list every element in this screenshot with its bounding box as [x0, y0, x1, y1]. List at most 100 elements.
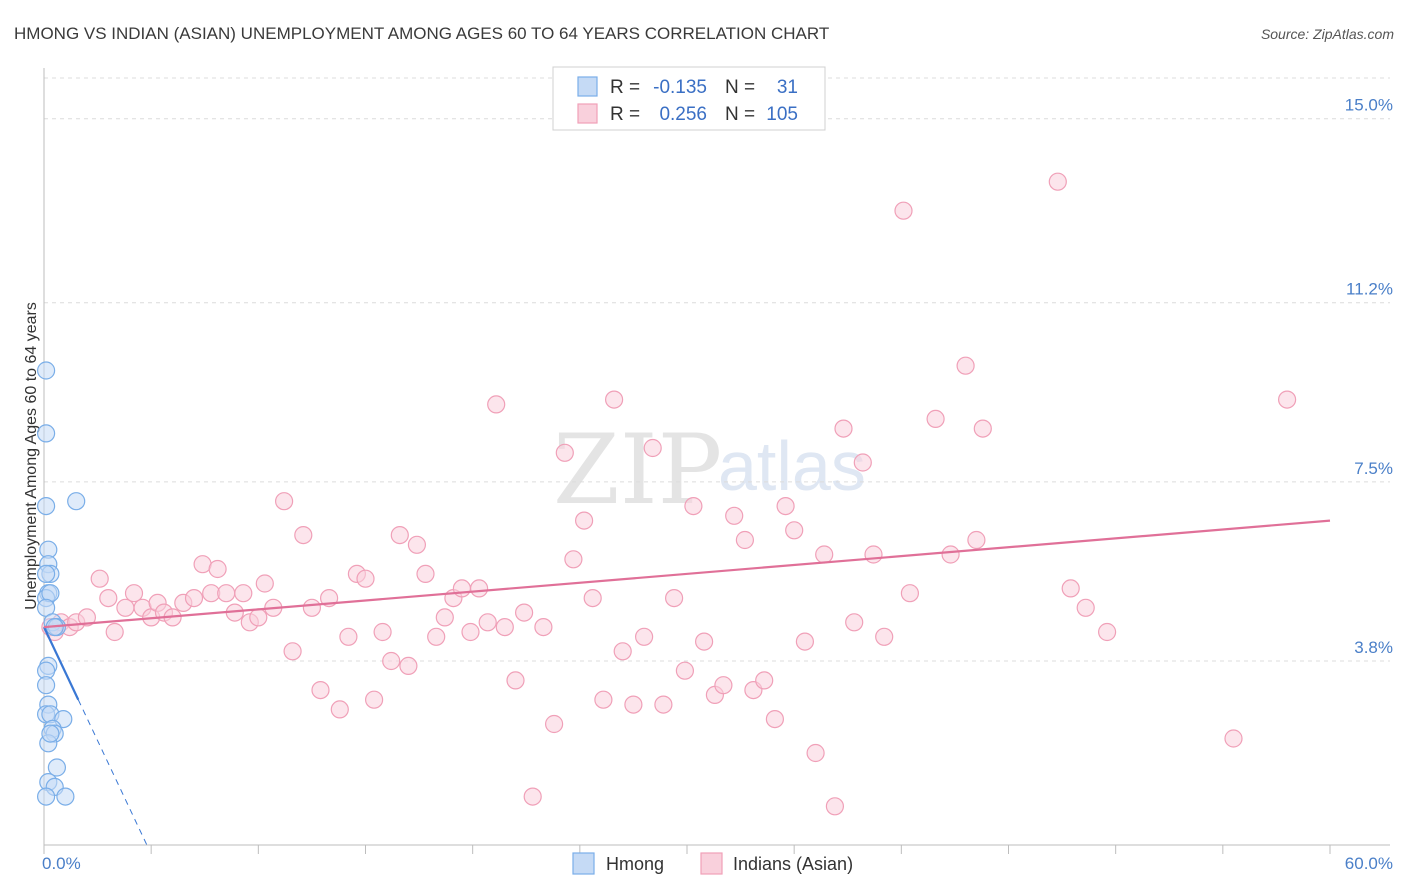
indian-point-89 [853, 453, 872, 472]
indian-point-87 [834, 419, 853, 438]
indian-point-98 [973, 419, 992, 438]
indian-point-30 [294, 525, 313, 545]
hmong-point-0 [36, 361, 56, 380]
trend-lines [43, 519, 1331, 846]
bottom-legend-swatch-hmong [572, 852, 595, 875]
hmong-point-28 [36, 787, 56, 806]
legend-r-label-indians: R = [610, 104, 640, 125]
indian-point-54 [506, 671, 525, 690]
indian-point-31 [302, 598, 321, 617]
indian-point-93 [900, 584, 920, 603]
indian-point-49 [461, 622, 480, 642]
correlation-legend: R = -0.135 N = 31 R = 0.256 N = 105 [552, 66, 826, 131]
y-tick-label-1: 7.5% [1354, 459, 1393, 478]
indian-point-25 [249, 608, 268, 627]
trend-line-hmong [43, 626, 80, 701]
indian-point-42 [399, 656, 418, 676]
indian-point-76 [725, 506, 744, 525]
hmong-point-3 [67, 492, 86, 511]
indian-point-71 [675, 661, 695, 680]
indian-point-28 [275, 492, 294, 511]
indian-point-101 [1076, 598, 1095, 617]
y-tick-labels: 3.8% 7.5% 11.2% 15.0% [1345, 96, 1393, 657]
indian-point-43 [407, 535, 426, 554]
hmong-point-2 [36, 497, 56, 516]
hmong-point-30 [41, 724, 60, 743]
indian-point-91 [875, 627, 894, 646]
indian-point-8 [105, 622, 124, 642]
indian-point-32 [311, 680, 330, 700]
watermark-atlas: atlas [718, 427, 866, 505]
indian-point-39 [373, 622, 392, 642]
legend-r-label-hmong: R = [610, 77, 640, 98]
y-tick-label-0: 3.8% [1354, 638, 1393, 657]
y-tick-label-2: 11.2% [1346, 280, 1393, 299]
legend-swatch-indians [577, 103, 598, 124]
trend-line-indians [43, 519, 1331, 629]
indian-point-50 [470, 579, 489, 598]
indian-point-63 [594, 690, 613, 709]
x-ticks [43, 845, 1331, 854]
indian-point-88 [845, 613, 864, 632]
indian-point-61 [574, 511, 594, 530]
indian-point-59 [555, 443, 574, 462]
indian-point-77 [735, 530, 755, 550]
indian-point-46 [435, 608, 454, 627]
indian-point-21 [217, 584, 236, 603]
indian-point-58 [544, 714, 564, 734]
indian-point-75 [714, 676, 733, 695]
bottom-legend-label-indians: Indians (Asian) [733, 854, 853, 874]
legend-r-value-hmong: -0.135 [653, 77, 707, 98]
indian-point-99 [1048, 172, 1067, 191]
y-axis-label: Unemployment Among Ages 60 to 64 years [23, 302, 40, 610]
indian-point-66 [624, 695, 643, 714]
indian-point-38 [365, 690, 384, 709]
legend-r-value-indians: 0.256 [659, 104, 707, 125]
chart-source: Source: ZipAtlas.com [1261, 26, 1394, 42]
indian-point-55 [514, 603, 534, 622]
indian-point-68 [643, 438, 662, 458]
indian-point-84 [806, 743, 825, 763]
indian-point-103 [1224, 729, 1243, 748]
indian-point-56 [523, 787, 542, 806]
indian-point-82 [785, 521, 804, 540]
indian-point-104 [1277, 390, 1297, 409]
indian-point-81 [776, 497, 795, 516]
legend-n-label-indians: N = [725, 104, 755, 125]
indian-point-48 [452, 579, 471, 598]
indian-point-5 [77, 608, 97, 627]
indian-point-20 [208, 559, 227, 579]
indian-point-26 [255, 574, 274, 593]
watermark: ZIP atlas [553, 414, 866, 526]
hmong-point-17 [36, 676, 56, 695]
legend-n-value-indians: 105 [766, 104, 798, 125]
indian-point-79 [755, 671, 774, 690]
indian-point-64 [604, 390, 624, 409]
hmong-point-25 [47, 758, 67, 777]
indian-point-57 [534, 617, 553, 637]
series-hmong-points [36, 361, 86, 806]
chart-title: HMONG VS INDIAN (ASIAN) UNEMPLOYMENT AMO… [14, 24, 829, 43]
indian-point-69 [654, 695, 673, 714]
indian-point-53 [495, 617, 514, 637]
indian-point-73 [694, 632, 714, 651]
indian-point-80 [765, 709, 785, 729]
indian-point-17 [184, 588, 204, 608]
indian-point-92 [894, 201, 913, 220]
x-tick-label-max: 60.0% [1345, 854, 1393, 873]
legend-n-value-hmong: 31 [777, 77, 798, 98]
indian-point-35 [339, 627, 358, 646]
indian-point-90 [864, 545, 883, 564]
bottom-legend-label-hmong: Hmong [606, 854, 664, 874]
series-indians-asian-points [41, 172, 1297, 816]
indian-point-6 [90, 569, 109, 588]
hmong-point-1 [36, 424, 56, 443]
indian-point-44 [416, 564, 435, 584]
indian-point-86 [825, 797, 845, 816]
indian-point-52 [487, 395, 506, 414]
hmong-point-7 [36, 564, 56, 584]
indian-point-72 [684, 497, 703, 516]
indian-point-97 [967, 530, 986, 550]
bottom-legend-swatch-indians [700, 852, 723, 875]
